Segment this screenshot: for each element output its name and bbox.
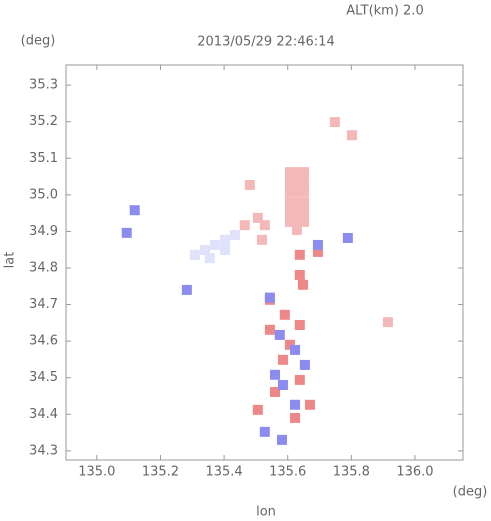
data-point: [264, 324, 275, 335]
data-point: [284, 207, 295, 218]
data-point: [121, 227, 132, 238]
data-point: [279, 309, 290, 320]
data-point: [276, 434, 287, 445]
x-tick-label: 135.2: [142, 465, 179, 480]
y-tick-label: 34.4: [29, 407, 58, 422]
data-point: [220, 234, 231, 245]
data-point: [274, 329, 285, 340]
data-point: [189, 249, 200, 260]
x-tick-label: 135.8: [333, 465, 370, 480]
data-point: [329, 117, 340, 128]
data-point: [284, 167, 295, 178]
data-point: [269, 369, 280, 380]
data-point: [244, 179, 255, 190]
y-axis-label: lat: [3, 252, 18, 269]
data-point: [291, 177, 302, 188]
data-point: [277, 380, 288, 391]
y-tick-label: 34.8: [29, 260, 58, 275]
data-point: [299, 359, 310, 370]
data-point: [259, 220, 270, 231]
data-point: [284, 216, 295, 227]
data-point: [294, 374, 305, 385]
y-tick-label: 35.1: [29, 151, 58, 166]
y-tick-label: 35.3: [29, 78, 58, 93]
data-point: [277, 354, 288, 365]
data-point: [298, 167, 309, 178]
data-point: [264, 292, 275, 303]
data-point: [129, 205, 140, 216]
data-point: [252, 212, 263, 223]
y-tick-label: 34.7: [29, 297, 58, 312]
data-point: [312, 239, 323, 250]
x-tick-label: 135.4: [205, 465, 242, 480]
plot-frame: [65, 64, 464, 461]
data-point: [252, 404, 263, 415]
data-point: [346, 130, 357, 141]
data-point: [342, 232, 353, 243]
y-unit: (deg): [21, 34, 56, 49]
data-point: [290, 412, 301, 423]
data-point: [291, 224, 302, 235]
data-point: [291, 216, 302, 227]
data-point: [269, 386, 280, 397]
chart-title: 2013/05/29 22:46:14: [197, 35, 334, 50]
x-tick-label: 135.6: [269, 465, 306, 480]
data-point: [284, 186, 295, 197]
data-point: [298, 216, 309, 227]
data-point: [298, 207, 309, 218]
data-point: [294, 269, 305, 280]
data-point: [294, 320, 305, 331]
data-point: [298, 197, 309, 208]
data-point: [284, 177, 295, 188]
y-tick-label: 34.6: [29, 334, 58, 349]
y-tick-label: 35.2: [29, 114, 58, 129]
data-point: [239, 220, 250, 231]
y-tick-label: 35.0: [29, 187, 58, 202]
data-point: [291, 186, 302, 197]
x-unit: (deg): [453, 485, 488, 500]
data-point: [204, 253, 215, 264]
data-point: [284, 197, 295, 208]
x-tick-label: 136.0: [396, 465, 433, 480]
data-point: [290, 399, 301, 410]
data-point: [220, 245, 231, 256]
data-point: [284, 339, 295, 350]
data-point: [298, 177, 309, 188]
y-tick-label: 34.9: [29, 224, 58, 239]
data-point: [181, 284, 192, 295]
data-point: [256, 234, 267, 245]
data-point: [297, 279, 308, 290]
x-axis-label: lon: [256, 505, 276, 520]
data-point: [312, 246, 323, 257]
data-point: [200, 245, 211, 256]
data-point: [382, 317, 393, 328]
y-tick-label: 34.5: [29, 370, 58, 385]
data-point: [229, 230, 240, 241]
data-point: [304, 399, 315, 410]
x-tick-label: 135.0: [78, 465, 115, 480]
data-point: [209, 239, 220, 250]
data-point: [291, 197, 302, 208]
y-tick-label: 34.3: [29, 443, 58, 458]
data-point: [291, 167, 302, 178]
data-point: [298, 186, 309, 197]
data-point: [259, 426, 270, 437]
data-point: [290, 344, 301, 355]
data-point: [291, 207, 302, 218]
chart-subtitle: ALT(km) 2.0: [346, 4, 423, 19]
data-point: [294, 249, 305, 260]
